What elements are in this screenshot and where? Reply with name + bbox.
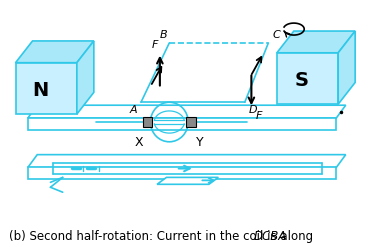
Polygon shape (28, 167, 336, 179)
Polygon shape (338, 31, 355, 104)
Polygon shape (28, 118, 336, 130)
Text: Y: Y (196, 136, 203, 149)
Polygon shape (277, 31, 355, 53)
Polygon shape (16, 63, 77, 114)
Polygon shape (28, 155, 346, 167)
Text: DCBA: DCBA (254, 230, 287, 243)
Text: B: B (160, 30, 167, 40)
Text: A: A (130, 105, 137, 115)
Text: S: S (295, 71, 308, 90)
Polygon shape (186, 117, 196, 127)
Text: F: F (152, 40, 158, 50)
Polygon shape (277, 53, 338, 104)
Polygon shape (77, 41, 94, 114)
Polygon shape (16, 41, 94, 63)
Text: F: F (256, 111, 263, 121)
Text: (b) Second half-rotation: Current in the coil is along: (b) Second half-rotation: Current in the… (9, 230, 317, 243)
Text: N: N (32, 81, 48, 100)
Text: C: C (272, 30, 280, 40)
Polygon shape (157, 177, 218, 184)
Polygon shape (143, 117, 152, 127)
Polygon shape (28, 105, 346, 118)
Text: X: X (135, 136, 143, 149)
Text: D: D (248, 105, 257, 115)
